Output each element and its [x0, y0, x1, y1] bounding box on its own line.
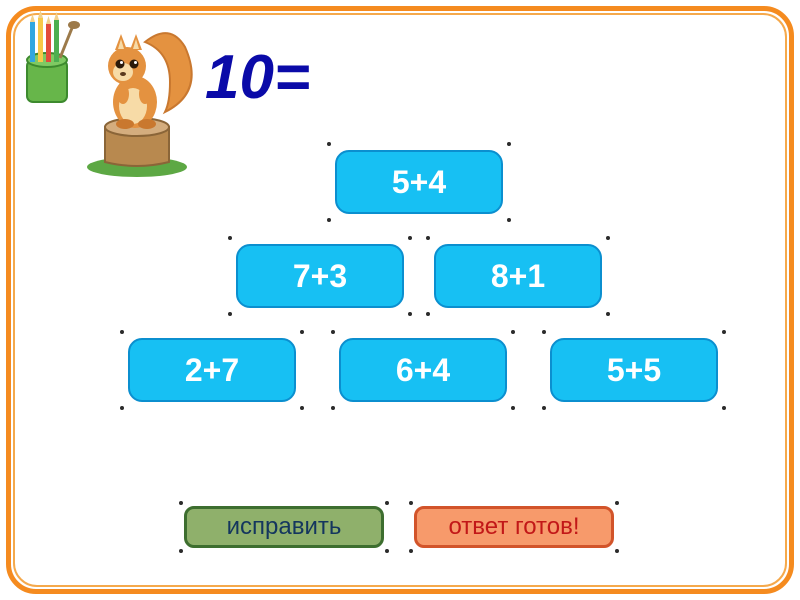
answer-card-label: 6+4 [396, 352, 450, 389]
pencil-cup-icon [12, 10, 82, 110]
answer-card-label: 5+5 [607, 352, 661, 389]
answer-card[interactable]: 5+4 [335, 150, 503, 214]
ready-button-label: ответ готов! [448, 513, 579, 541]
answer-card-label: 5+4 [392, 164, 446, 201]
answer-card[interactable]: 7+3 [236, 244, 404, 308]
fix-button-label: исправить [227, 513, 342, 541]
fix-button[interactable]: исправить [184, 506, 384, 548]
answer-card[interactable]: 6+4 [339, 338, 507, 402]
answer-card-label: 8+1 [491, 258, 545, 295]
question-title: 10= [205, 42, 310, 113]
answer-card[interactable]: 2+7 [128, 338, 296, 402]
answer-card-label: 7+3 [293, 258, 347, 295]
ready-button[interactable]: ответ готов! [414, 506, 614, 548]
answer-card[interactable]: 8+1 [434, 244, 602, 308]
slide: 10= 5+4 7+3 8+1 2+7 6+4 5+5 исправить ответ г… [0, 0, 800, 600]
squirrel-icon [75, 22, 200, 177]
answer-card-label: 2+7 [185, 352, 239, 389]
answer-card[interactable]: 5+5 [550, 338, 718, 402]
